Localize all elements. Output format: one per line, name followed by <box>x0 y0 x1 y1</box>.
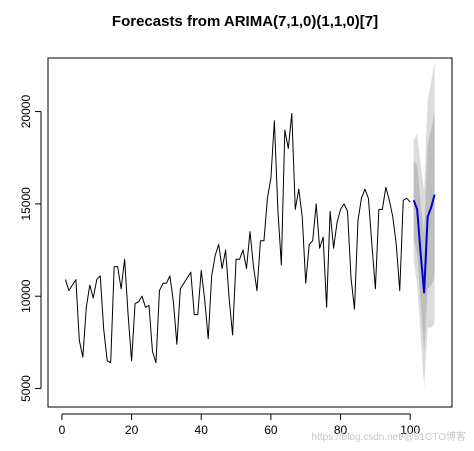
plot-area: 0 20 40 60 80 100 5000 10000 15000 20000 <box>19 57 453 437</box>
interval-band-80 <box>413 111 435 352</box>
chart-title: Forecasts from ARIMA(7,1,0)(1,1,0)[7] <box>112 13 378 30</box>
x-tick-label: 80 <box>334 423 348 437</box>
y-tick-label: 10000 <box>19 279 33 313</box>
forecast-series-line <box>412 194 436 294</box>
x-tick-label: 20 <box>125 423 139 437</box>
x-tick-label: 0 <box>59 423 66 437</box>
x-tick-label: 40 <box>195 423 209 437</box>
x-tick-label: 60 <box>264 423 278 437</box>
observed-series-line <box>64 112 411 364</box>
y-tick-label: 20000 <box>19 95 33 129</box>
y-tick-label: 15000 <box>19 187 33 221</box>
y-tick-label: 5000 <box>19 375 33 402</box>
plot-frame <box>47 57 453 408</box>
watermark-text: https://blog.csdn.net/@51CTO博客 <box>312 430 466 443</box>
x-tick-label: 100 <box>400 423 420 437</box>
